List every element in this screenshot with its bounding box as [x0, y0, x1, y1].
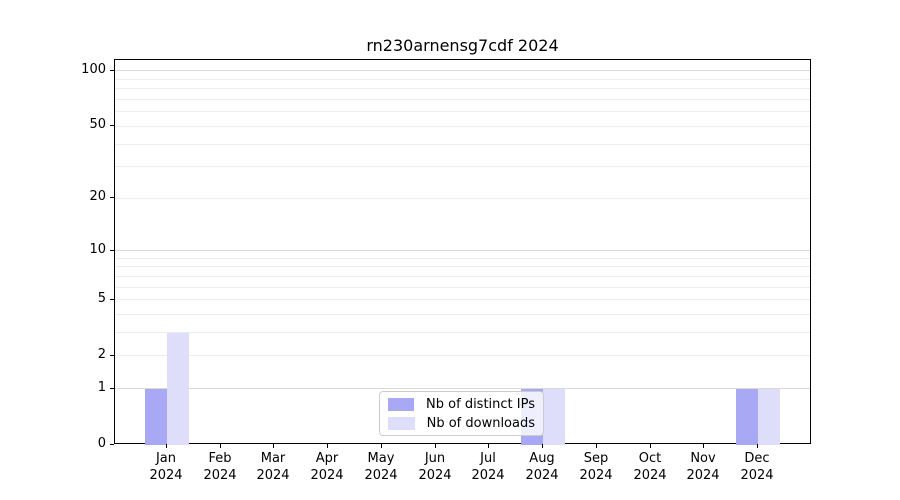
x-label-year: 2024: [256, 468, 290, 483]
y-tick-5: [110, 299, 114, 300]
gridline-minor-6: [115, 286, 810, 288]
x-tick-label-May: May 2024: [349, 450, 413, 484]
x-label-year: 2024: [740, 468, 774, 483]
x-label-year: 2024: [418, 468, 452, 483]
gridline-minor-30: [115, 166, 810, 168]
bar-downloads-Aug: [543, 388, 566, 445]
x-label-month: Aug: [529, 451, 555, 466]
chart-title: rn230arnensg7cdf 2024: [366, 36, 559, 55]
bar-downloads-Dec: [758, 388, 781, 445]
y-tick-label-100: 100: [81, 62, 106, 77]
x-tick-Apr: [327, 444, 328, 448]
x-label-month: Jan: [155, 451, 177, 466]
y-tick-100: [110, 70, 114, 71]
x-label-month: Mar: [260, 451, 286, 466]
gridline-minor-7: [115, 275, 810, 277]
gridline-minor-90: [115, 78, 810, 80]
x-label-year: 2024: [633, 468, 667, 483]
legend-label-distinct-ips: Nb of distinct IPs: [426, 396, 535, 412]
bar-downloads-Jan: [167, 332, 189, 445]
y-tick-label-50: 50: [89, 117, 106, 132]
gridline-major-10: [115, 250, 810, 252]
x-tick-label-Mar: Mar 2024: [241, 450, 305, 484]
x-label-month: Sep: [583, 451, 609, 466]
legend-item-distinct-ips: Nb of distinct IPs: [388, 397, 535, 412]
x-tick-label-Dec: Dec 2024: [725, 450, 789, 484]
x-label-month: Apr: [315, 451, 339, 466]
gridline-minor-20: [115, 197, 810, 199]
gridline-major-1: [115, 388, 810, 390]
y-tick-label-20: 20: [89, 189, 106, 204]
x-tick-label-Sep: Sep 2024: [564, 450, 628, 484]
x-label-month: May: [367, 451, 395, 466]
legend-swatch-downloads: [388, 416, 415, 430]
x-tick-Jan: [166, 444, 167, 448]
x-label-month: Dec: [744, 451, 770, 466]
x-tick-label-Aug: Aug 2024: [510, 450, 574, 484]
legend: Nb of distinct IPs Nb of downloads: [379, 391, 544, 436]
x-tick-label-Jul: Jul 2024: [456, 450, 520, 484]
x-tick-Oct: [650, 444, 651, 448]
x-label-month: Jun: [424, 451, 446, 466]
x-label-year: 2024: [686, 468, 720, 483]
plot-area: [114, 59, 811, 445]
gridline-minor-80: [115, 88, 810, 90]
x-label-month: Feb: [208, 451, 232, 466]
x-tick-Mar: [273, 444, 274, 448]
bar-distinct-ips-Dec: [736, 388, 759, 445]
x-label-month: Jul: [480, 451, 496, 466]
legend-label-downloads: Nb of downloads: [426, 415, 535, 431]
y-tick-1: [110, 388, 114, 389]
gridline-minor-8: [115, 266, 810, 268]
gridline-minor-4: [115, 314, 810, 316]
y-tick-label-1: 1: [97, 380, 106, 395]
y-tick-label-2: 2: [97, 347, 106, 362]
y-tick-2: [110, 355, 114, 356]
y-tick-label-10: 10: [89, 242, 106, 257]
x-tick-label-Feb: Feb 2024: [188, 450, 252, 484]
gridline-minor-9: [115, 257, 810, 259]
y-tick-0: [110, 444, 114, 445]
x-tick-Nov: [703, 444, 704, 448]
x-tick-Sep: [596, 444, 597, 448]
x-label-year: 2024: [579, 468, 613, 483]
x-label-year: 2024: [471, 468, 505, 483]
x-label-year: 2024: [525, 468, 559, 483]
x-tick-Feb: [220, 444, 221, 448]
x-tick-Dec: [757, 444, 758, 448]
x-tick-label-Nov: Nov 2024: [671, 450, 735, 484]
x-tick-label-Oct: Oct 2024: [618, 450, 682, 484]
y-tick-label-5: 5: [97, 291, 106, 306]
y-tick-50: [110, 125, 114, 126]
y-tick-20: [110, 197, 114, 198]
legend-swatch-distinct-ips: [388, 397, 415, 411]
x-label-month: Nov: [690, 451, 716, 466]
x-tick-Jun: [435, 444, 436, 448]
x-label-year: 2024: [310, 468, 344, 483]
gridline-minor-60: [115, 111, 810, 113]
gridline-minor-70: [115, 99, 810, 101]
x-tick-Jul: [488, 444, 489, 448]
x-tick-label-Jan: Jan 2024: [134, 450, 198, 484]
x-tick-label-Apr: Apr 2024: [295, 450, 359, 484]
x-label-month: Oct: [638, 451, 662, 466]
x-label-year: 2024: [364, 468, 398, 483]
gridline-minor-50: [115, 125, 810, 127]
x-tick-May: [381, 444, 382, 448]
gridline-minor-5: [115, 299, 810, 301]
x-tick-label-Jun: Jun 2024: [403, 450, 467, 484]
x-label-year: 2024: [203, 468, 237, 483]
x-tick-Aug: [542, 444, 543, 448]
y-tick-10: [110, 250, 114, 251]
x-label-year: 2024: [149, 468, 183, 483]
legend-item-downloads: Nb of downloads: [388, 416, 535, 431]
y-tick-label-0: 0: [97, 436, 106, 451]
gridline-major-100: [115, 70, 810, 72]
gridline-minor-2: [115, 355, 810, 357]
gridline-minor-40: [115, 143, 810, 145]
bar-distinct-ips-Jan: [145, 388, 167, 445]
gridline-minor-3: [115, 332, 810, 334]
